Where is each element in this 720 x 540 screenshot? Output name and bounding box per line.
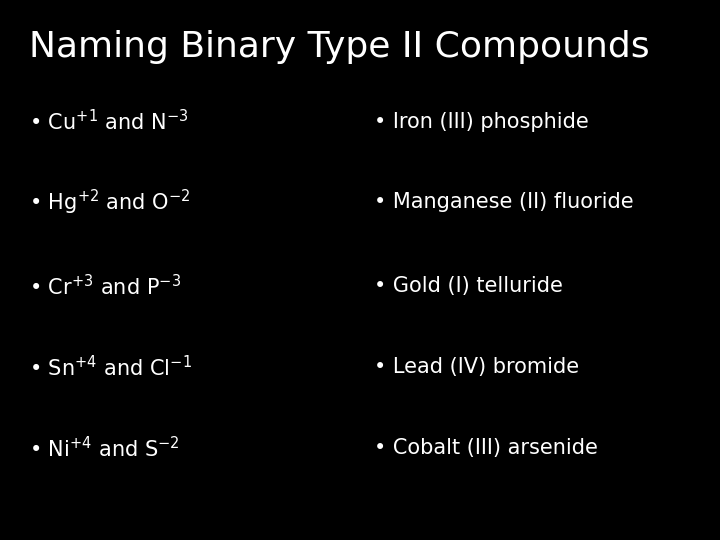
- Text: • Cr$^{+3}$ and P$^{-3}$: • Cr$^{+3}$ and P$^{-3}$: [29, 274, 181, 299]
- Text: • Gold (I) telluride: • Gold (I) telluride: [374, 276, 563, 296]
- Text: • Ni$^{+4}$ and S$^{-2}$: • Ni$^{+4}$ and S$^{-2}$: [29, 436, 179, 461]
- Text: • Cu$^{+1}$ and N$^{-3}$: • Cu$^{+1}$ and N$^{-3}$: [29, 109, 189, 134]
- Text: • Lead (IV) bromide: • Lead (IV) bromide: [374, 357, 580, 377]
- Text: • Iron (III) phosphide: • Iron (III) phosphide: [374, 111, 589, 132]
- Text: • Hg$^{+2}$ and O$^{-2}$: • Hg$^{+2}$ and O$^{-2}$: [29, 188, 190, 217]
- Text: • Sn$^{+4}$ and Cl$^{-1}$: • Sn$^{+4}$ and Cl$^{-1}$: [29, 355, 192, 380]
- Text: • Cobalt (III) arsenide: • Cobalt (III) arsenide: [374, 438, 598, 458]
- Text: • Manganese (II) fluoride: • Manganese (II) fluoride: [374, 192, 634, 213]
- Text: Naming Binary Type II Compounds: Naming Binary Type II Compounds: [29, 30, 649, 64]
